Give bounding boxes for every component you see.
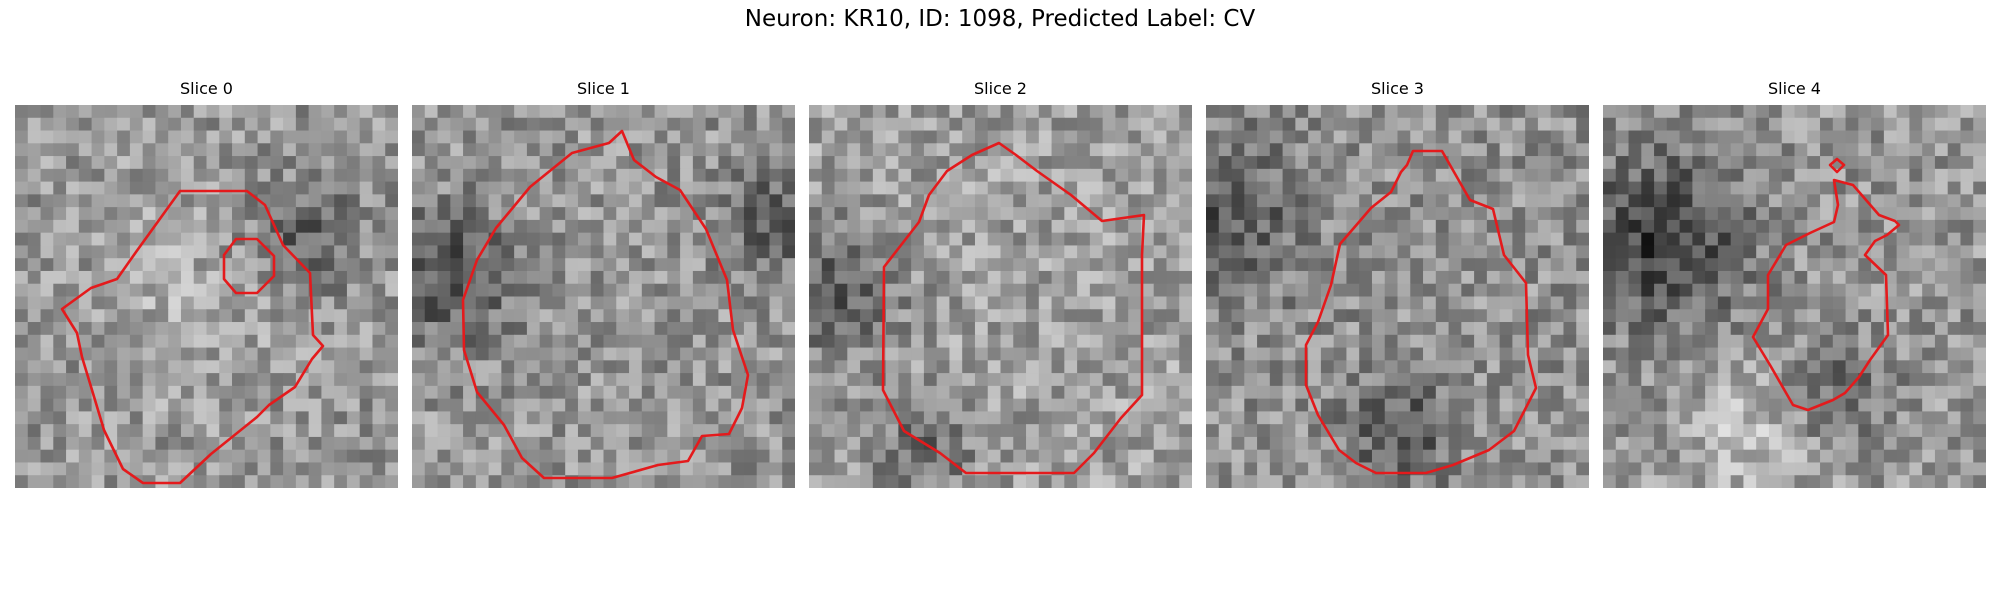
- slice-title-1: Slice 1: [577, 79, 630, 98]
- slice-image-1: [412, 105, 795, 488]
- figure-title: Neuron: KR10, ID: 1098, Predicted Label:…: [744, 6, 1256, 32]
- slice-image-4: [1603, 105, 1986, 488]
- slice-image-0: [15, 105, 398, 488]
- slice-title-3: Slice 3: [1371, 79, 1424, 98]
- slice-title-0: Slice 0: [180, 79, 233, 98]
- slice-title-4: Slice 4: [1768, 79, 1821, 98]
- cell-contour-inner-0: [222, 237, 276, 295]
- slice-panel-2: Slice 2: [809, 79, 1192, 488]
- cell-contour-1: [461, 129, 750, 480]
- slice-panel-3: Slice 3: [1206, 79, 1589, 488]
- slice-panel-4: Slice 4: [1603, 79, 1986, 488]
- slice-image-3: [1206, 105, 1589, 488]
- slice-title-2: Slice 2: [974, 79, 1027, 98]
- cell-contour-blip-4: [1828, 157, 1846, 174]
- cell-contour-2: [881, 141, 1146, 475]
- slice-image-2: [809, 105, 1192, 488]
- cell-contour-3: [1304, 149, 1538, 475]
- cell-contour-0: [60, 189, 325, 485]
- slice-panel-1: Slice 1: [412, 79, 795, 488]
- slice-panel-0: Slice 0: [15, 79, 398, 488]
- cell-contour-4: [1751, 178, 1901, 412]
